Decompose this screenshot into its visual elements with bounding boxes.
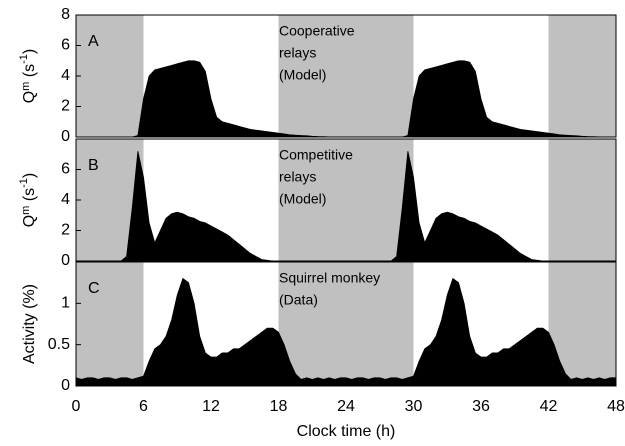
- y-axis-label-part: m: [20, 206, 32, 215]
- y-tick-label: 2: [61, 98, 70, 115]
- y-tick-label: 0: [61, 128, 70, 145]
- y-tick-label: 0.5: [48, 336, 70, 353]
- y-axis-label: Activity (%): [21, 284, 38, 364]
- x-tick-label: 6: [139, 398, 148, 415]
- night-shade: [76, 262, 144, 386]
- annotation: Squirrel monkey: [279, 270, 380, 286]
- annotation: Cooperative: [279, 23, 355, 39]
- y-tick-label: 1: [61, 295, 70, 312]
- night-shade: [278, 15, 414, 137]
- y-tick-label: 0: [61, 377, 70, 394]
- night-shade: [278, 262, 414, 386]
- y-tick-label: 4: [61, 191, 70, 208]
- y-axis-label-part: Q: [21, 91, 38, 103]
- annotation: relays: [279, 45, 316, 61]
- night-shade: [76, 15, 144, 137]
- y-axis-label-part: ): [21, 173, 38, 178]
- y-tick-label: 2: [61, 222, 70, 239]
- y-axis-label-part: (s: [21, 64, 38, 82]
- annotation: Competitive: [279, 147, 353, 163]
- activity-area: [75, 277, 617, 387]
- y-axis-label-part: -1: [18, 54, 30, 64]
- night-shade: [548, 15, 616, 137]
- x-tick-label: 48: [607, 398, 625, 415]
- y-tick-label: 0: [61, 252, 70, 269]
- x-tick-label: 36: [472, 398, 490, 415]
- annotation: relays: [279, 169, 316, 185]
- y-axis-label-part: ): [21, 49, 38, 54]
- x-axis-label: Clock time (h): [297, 423, 396, 440]
- x-tick-label: 12: [202, 398, 220, 415]
- y-axis-label-part: (s: [21, 188, 38, 206]
- y-tick-label: 8: [61, 6, 70, 23]
- annotation: (Model): [279, 67, 326, 83]
- night-shade: [278, 139, 414, 261]
- panel-label: C: [88, 280, 100, 297]
- y-axis-label-part: m: [20, 82, 32, 91]
- x-tick-label: 42: [540, 398, 558, 415]
- y-tick-label: 4: [61, 67, 70, 84]
- night-shade: [548, 139, 616, 261]
- x-tick-label: 30: [405, 398, 423, 415]
- y-axis-label-part: Activity (%): [21, 284, 38, 364]
- x-tick-label: 24: [337, 398, 355, 415]
- x-tick-label: 0: [72, 398, 81, 415]
- y-axis-label: Qm (s-1): [18, 49, 38, 104]
- panel-label: A: [88, 33, 99, 50]
- y-tick-label: 6: [61, 37, 70, 54]
- annotation: (Model): [279, 191, 326, 207]
- y-axis-label: Qm (s-1): [18, 173, 38, 228]
- annotation: (Data): [279, 292, 318, 308]
- panel-label: B: [88, 157, 99, 174]
- y-axis-label-part: Q: [21, 215, 38, 227]
- y-axis-label-part: -1: [18, 178, 30, 188]
- y-tick-label: 6: [61, 161, 70, 178]
- x-tick-label: 18: [270, 398, 288, 415]
